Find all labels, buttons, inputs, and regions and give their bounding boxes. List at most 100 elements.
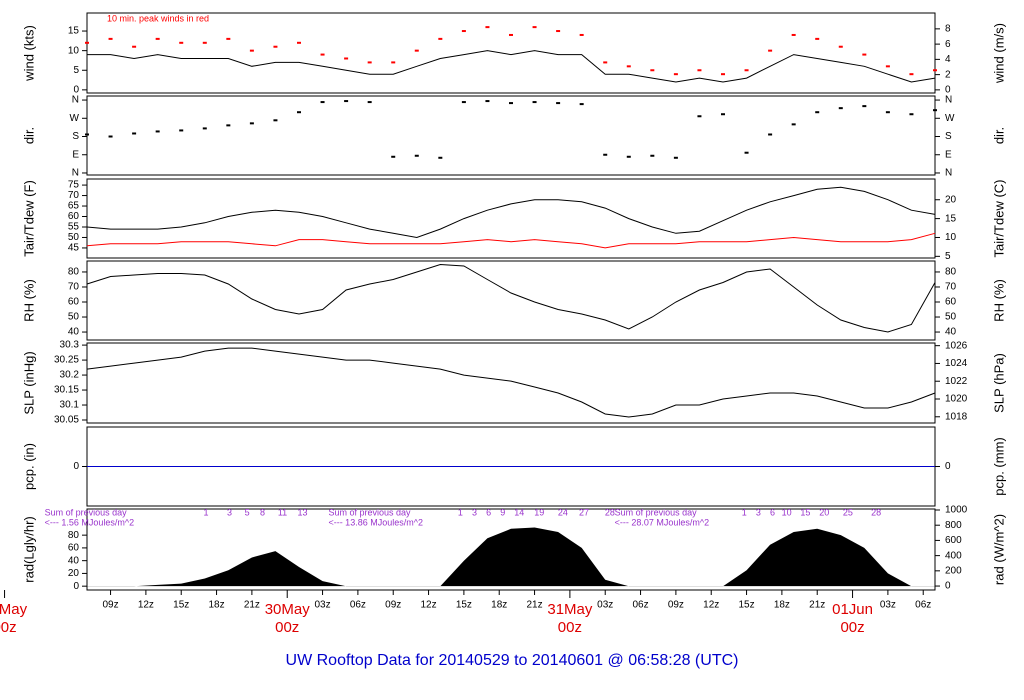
data-point [226, 124, 231, 127]
y-tick-label: 30.25 [54, 355, 79, 366]
hour-mark: 28 [871, 507, 881, 517]
data-point [815, 37, 820, 40]
day-hour-label: 00z [0, 619, 17, 636]
data-point [249, 122, 254, 125]
hour-mark: 10 [782, 507, 792, 517]
y2-axis-label: dir. [991, 127, 1006, 144]
y-tick-label: 20 [68, 568, 80, 579]
data-point [226, 37, 231, 40]
data-point [556, 102, 561, 105]
y-tick-label: 10 [68, 45, 80, 56]
data-point [650, 69, 655, 72]
data-point [532, 101, 537, 104]
panel-frame [86, 178, 936, 259]
day-hour-label: 00z [840, 619, 864, 636]
y-tick-label: 80 [68, 267, 80, 278]
x-tick-label: 15z [738, 600, 754, 611]
data-point [933, 69, 937, 72]
hour-mark: 24 [558, 507, 568, 517]
hour-mark: 9 [500, 507, 505, 517]
chart-title: UW Rooftop Data for 20140529 to 20140601… [286, 652, 739, 669]
data-point [108, 37, 113, 40]
data-point [744, 69, 749, 72]
data-point [626, 155, 631, 158]
y-axis-label: wind (kts) [21, 25, 36, 82]
hour-mark: 6 [486, 507, 491, 517]
hour-mark: 6 [770, 507, 775, 517]
y2-tick-label: 6 [945, 39, 951, 50]
y-tick-label: 0 [73, 85, 79, 96]
y-tick-label: W [70, 113, 80, 124]
y2-axis-label: RH (%) [991, 279, 1006, 322]
hour-mark: 27 [579, 507, 589, 517]
data-point [650, 154, 655, 157]
x-tick-label: 03z [880, 600, 896, 611]
data-point [202, 41, 207, 44]
y2-tick-label: 4 [945, 54, 951, 65]
day-label: 29May [0, 601, 28, 618]
line [86, 232, 936, 249]
data-point [391, 155, 396, 158]
y2-axis-label: wind (m/s) [991, 23, 1006, 84]
y-axis-label: Tair/Tdew (F) [21, 180, 36, 257]
day-hour-label: 00z [558, 619, 582, 636]
hour-mark: 3 [472, 507, 477, 517]
y2-tick-label: 50 [945, 312, 957, 323]
annotation: Sum of previous day [615, 507, 698, 517]
hour-mark: 11 [278, 507, 287, 517]
data-point [909, 73, 914, 76]
hour-mark: 1 [203, 507, 208, 517]
data-point [768, 133, 773, 136]
y-tick-label: 45 [68, 243, 80, 254]
data-point [414, 49, 419, 52]
data-point [509, 33, 513, 36]
day-hour-label: 00z [275, 619, 299, 636]
y2-tick-label: 1024 [945, 358, 968, 369]
y-tick-label: 15 [68, 26, 80, 37]
y-axis-label: RH (%) [21, 279, 36, 322]
data-point [249, 49, 254, 52]
data-point [697, 115, 702, 118]
y2-tick-label: 2 [945, 69, 951, 80]
y2-tick-label: 0 [945, 461, 951, 472]
data-point [791, 123, 796, 126]
data-point [885, 65, 890, 68]
data-point [344, 57, 349, 60]
hour-mark: 3 [227, 507, 232, 517]
data-point [673, 156, 678, 159]
data-point [603, 153, 608, 156]
y2-tick-label: 1020 [945, 394, 968, 405]
x-tick-label: 12z [703, 600, 719, 611]
data-point [744, 151, 749, 154]
line [86, 347, 936, 418]
y2-tick-label: W [945, 113, 955, 124]
data-point [320, 53, 325, 56]
y-tick-label: 0 [73, 581, 79, 592]
y-tick-label: 30.05 [54, 415, 79, 426]
hour-mark: 5 [245, 507, 250, 517]
data-point [768, 49, 773, 52]
data-point [320, 101, 325, 104]
y2-tick-label: 20 [945, 194, 957, 205]
data-point [367, 61, 372, 64]
hour-mark: 20 [819, 507, 829, 517]
data-point [485, 100, 490, 103]
data-point [885, 111, 890, 114]
data-point [85, 133, 89, 136]
y2-tick-label: N [945, 168, 952, 179]
day-label: 30May [265, 601, 311, 618]
data-point [132, 132, 137, 135]
data-point [579, 33, 584, 36]
y2-tick-label: 15 [945, 213, 957, 224]
data-point [721, 73, 725, 76]
panel-frame [86, 508, 936, 591]
line [86, 186, 936, 239]
data-point [579, 103, 584, 106]
x-tick-label: 12z [420, 600, 436, 611]
data-point [909, 113, 914, 116]
y-tick-label: N [72, 95, 79, 106]
hour-mark: 15 [800, 507, 810, 517]
y2-tick-label: 10 [945, 232, 957, 243]
panel-frame [86, 12, 936, 94]
line [87, 50, 936, 83]
